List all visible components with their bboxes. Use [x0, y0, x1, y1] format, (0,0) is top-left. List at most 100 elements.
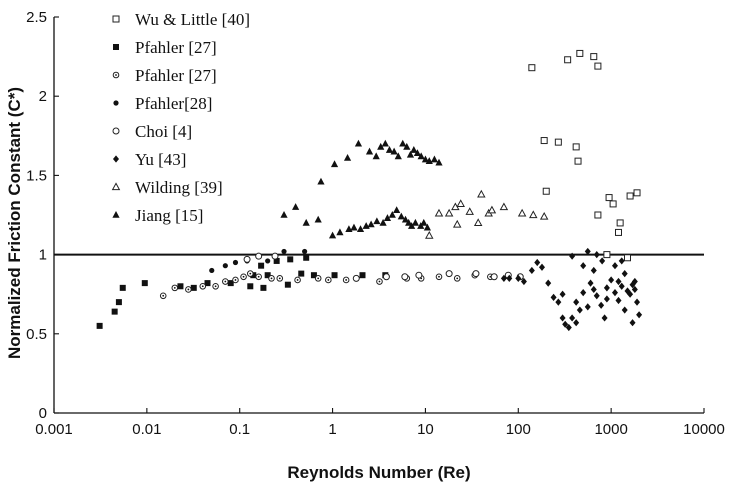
- x-tick-label: 0.01: [132, 421, 161, 438]
- data-point: [350, 223, 358, 231]
- data-point: [445, 270, 453, 278]
- data-point: [500, 274, 507, 282]
- data-point: [359, 272, 366, 279]
- data-point: [627, 290, 634, 298]
- data-point: [382, 273, 390, 281]
- data-point: [598, 301, 605, 309]
- data-point: [515, 274, 522, 282]
- data-point: [413, 149, 422, 157]
- data-point: [408, 222, 416, 229]
- data-point: [240, 273, 247, 281]
- x-tick-labels: 0.001 0.01 0.1 1 10 100 1000 10000: [35, 421, 725, 438]
- data-point: [232, 259, 239, 266]
- data-point: [303, 254, 310, 261]
- y-tick-label: 2: [39, 88, 47, 105]
- data-point: [222, 278, 229, 285]
- data-point: [580, 262, 587, 270]
- data-point: [281, 248, 287, 255]
- data-point: [584, 247, 591, 256]
- legend-marker: [112, 71, 120, 79]
- data-point: [373, 217, 381, 225]
- data-point: [204, 280, 211, 287]
- legend-item: Wu & Little [40]: [112, 10, 250, 29]
- data-point: [472, 270, 480, 278]
- data-point: [517, 208, 527, 217]
- data-point: [298, 270, 305, 277]
- data-point: [372, 152, 380, 160]
- data-point: [629, 319, 636, 327]
- data-point: [569, 314, 576, 322]
- data-point: [385, 146, 394, 153]
- data-point: [403, 142, 411, 150]
- data-point: [328, 231, 337, 239]
- data-point: [325, 276, 332, 284]
- data-point: [232, 276, 239, 284]
- x-tick-label: 10000: [683, 421, 725, 438]
- series-5: [500, 247, 643, 332]
- data-point: [590, 285, 597, 294]
- data-point: [590, 53, 598, 61]
- data-point: [294, 276, 301, 284]
- data-point: [626, 192, 634, 200]
- x-tick-label: 1: [328, 421, 336, 438]
- data-point: [528, 266, 535, 275]
- data-points: [96, 49, 643, 332]
- data-point: [506, 274, 513, 282]
- data-point: [603, 251, 611, 259]
- axes: [53, 17, 704, 414]
- legend-item: Pfahler [27]: [113, 38, 217, 57]
- series-4: [243, 252, 524, 282]
- data-point: [453, 275, 461, 282]
- data-point: [365, 147, 374, 155]
- y-tick-label: 0.5: [26, 326, 47, 343]
- data-point: [397, 212, 405, 220]
- data-point: [490, 273, 498, 281]
- data-point: [614, 228, 622, 236]
- data-point: [314, 275, 322, 282]
- data-point: [260, 284, 267, 291]
- data-point: [96, 322, 103, 329]
- data-point: [401, 273, 409, 281]
- data-point: [623, 254, 631, 262]
- data-point: [268, 275, 275, 282]
- x-tick-label: 10: [417, 421, 434, 438]
- legend-marker: [112, 15, 120, 23]
- legend-label: Jiang [15]: [135, 206, 203, 225]
- data-point: [383, 214, 392, 221]
- data-point: [190, 284, 197, 291]
- data-point: [615, 296, 622, 305]
- data-point: [545, 279, 552, 287]
- data-point: [434, 208, 444, 217]
- data-point: [633, 189, 641, 197]
- data-point: [377, 142, 385, 150]
- data-point: [580, 289, 587, 297]
- y-tick-label: 1.5: [26, 167, 47, 184]
- data-point: [555, 298, 562, 306]
- data-point: [629, 281, 636, 289]
- data-point: [554, 138, 562, 146]
- data-point: [573, 298, 580, 306]
- y-tick-label: 2.5: [26, 9, 47, 26]
- data-point: [618, 257, 625, 265]
- data-point: [246, 270, 254, 277]
- legend-marker: [113, 100, 119, 106]
- data-point: [401, 215, 410, 223]
- data-point: [381, 139, 389, 147]
- data-point: [255, 273, 262, 281]
- data-point: [336, 228, 344, 236]
- data-point: [564, 56, 572, 64]
- data-point: [273, 257, 280, 264]
- legend-item: Jiang [15]: [112, 206, 203, 225]
- data-point: [390, 147, 398, 155]
- data-point: [388, 211, 396, 218]
- legend-label: Pfahler [27]: [135, 66, 217, 85]
- legend-item: Wilding [39]: [111, 178, 223, 197]
- data-point: [330, 160, 339, 168]
- data-point: [423, 223, 431, 231]
- data-point: [111, 308, 118, 315]
- data-point: [621, 270, 628, 278]
- data-point: [572, 143, 580, 151]
- data-point: [280, 211, 288, 218]
- data-point: [618, 282, 625, 290]
- legend-label: Pfahler [27]: [135, 38, 217, 57]
